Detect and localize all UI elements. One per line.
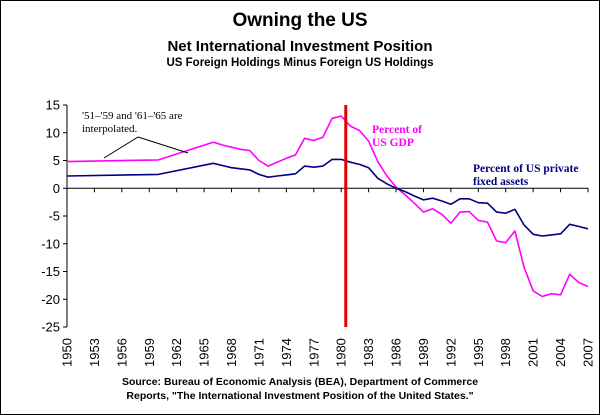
x-tick-label: 1986: [389, 338, 404, 367]
gdp-series-line: [66, 115, 589, 298]
y-axis-ticks: 15 10 5 0 -5 -10 -15 -20 -25: [41, 98, 67, 335]
source-line-2: Reports, "The International Investment P…: [126, 390, 474, 402]
x-tick-label: 1998: [498, 338, 513, 367]
interpolation-pointer-right: [137, 136, 189, 154]
assets-series-label-line1: Percent of US private: [473, 163, 579, 175]
interpolation-note-line1: '51–'59 and '61–'65 are: [82, 110, 183, 122]
x-tick-label: 1992: [443, 338, 458, 367]
y-tick-label: -15: [41, 264, 60, 279]
x-tick-label: 1956: [114, 338, 129, 367]
y-tick-label: 5: [53, 153, 60, 168]
y-tick-label: -20: [41, 292, 60, 307]
x-tick-label: 1971: [251, 338, 266, 367]
y-tick-label: 15: [46, 98, 60, 113]
y-tick-label: -25: [41, 320, 60, 335]
interpolation-note-line2: interpolated.: [82, 123, 138, 135]
chart-subtitle-secondary: US Foreign Holdings Minus Foreign US Hol…: [166, 57, 434, 69]
chart-subtitle: Net International Investment Position: [167, 38, 433, 55]
series-layer: [66, 115, 589, 298]
x-tick-label: 1965: [197, 338, 212, 367]
x-tick-label: 2007: [581, 338, 596, 367]
x-tick-label: 1983: [361, 338, 376, 367]
chart-axes: [66, 105, 588, 327]
gdp-series-label-line2: US GDP: [372, 137, 414, 149]
x-tick-label: 1962: [169, 338, 184, 367]
y-tick-label: -5: [48, 209, 60, 224]
x-tick-label: 1989: [416, 338, 431, 367]
x-tick-label: 1959: [142, 338, 157, 367]
x-tick-label: 1995: [471, 338, 486, 367]
assets-series-label-line2: fixed assets: [473, 176, 529, 188]
x-tick-label: 1950: [60, 338, 75, 367]
gdp-series-label-line1: Percent of: [372, 124, 422, 136]
interpolation-pointer-left: [103, 136, 139, 159]
x-tick-label: 2001: [526, 338, 541, 367]
x-tick-label: 1974: [279, 338, 294, 367]
y-tick-label: 10: [46, 125, 60, 140]
x-tick-label: 2004: [553, 338, 568, 367]
assets-series-line: [66, 158, 589, 237]
x-tick-label: 1953: [87, 338, 102, 367]
x-tick-label: 1980: [334, 338, 349, 367]
y-tick-label: 0: [53, 181, 60, 196]
x-tick-label: 1968: [224, 338, 239, 367]
source-line-1: Source: Bureau of Economic Analysis (BEA…: [121, 376, 479, 388]
x-tick-label: 1977: [306, 338, 321, 367]
y-tick-label: -10: [41, 236, 60, 251]
chart-title: Owning the US: [232, 10, 368, 31]
x-axis-ticks: 1950 1953 1956 1959 1962 1965 1968 1971 1974 1977…: [60, 188, 596, 367]
annotation-layer: Percent of US GDP Percent of US private …: [82, 110, 579, 188]
